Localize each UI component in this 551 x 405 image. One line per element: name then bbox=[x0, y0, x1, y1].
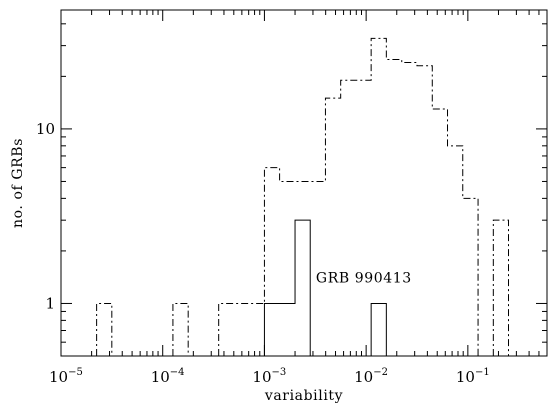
full-histogram-segment bbox=[218, 37, 479, 356]
full-histogram-segment bbox=[172, 302, 189, 356]
full-histogram-segment bbox=[492, 219, 509, 356]
x-tick-label-exponent: −3 bbox=[272, 367, 287, 378]
x-tick-label-base: 10 bbox=[354, 368, 373, 386]
axis-ticks bbox=[60, 10, 548, 357]
x-tick-label-base: 10 bbox=[456, 368, 475, 386]
x-tick-label-exponent: −2 bbox=[373, 367, 388, 378]
x-tick-label-base: 10 bbox=[252, 368, 271, 386]
y-tick-label: 10 bbox=[36, 120, 55, 138]
x-tick-labels: 10−5 10−4 10−3 10−2 10−1 bbox=[49, 367, 490, 386]
annotations: GRB 990413 bbox=[316, 270, 412, 286]
x-tick-label-base: 10 bbox=[49, 368, 68, 386]
y-axis-label: no. of GRBs bbox=[10, 138, 26, 228]
x-tick-label: 10−5 bbox=[49, 367, 83, 386]
subset-histogram-segment bbox=[370, 302, 387, 356]
histogram-series bbox=[96, 37, 509, 356]
x-tick-label: 10−1 bbox=[456, 367, 490, 386]
subset-histogram-segment bbox=[263, 219, 311, 356]
full-histogram-segment bbox=[96, 302, 113, 356]
annotation-label: GRB 990413 bbox=[316, 270, 412, 286]
y-tick-label: 1 bbox=[45, 294, 55, 312]
x-tick-label-exponent: −4 bbox=[170, 367, 185, 378]
y-tick-labels: 1 10 bbox=[36, 120, 55, 313]
x-tick-label-exponent: −5 bbox=[68, 367, 83, 378]
x-axis-label: variability bbox=[264, 388, 343, 404]
x-tick-label-exponent: −1 bbox=[475, 367, 490, 378]
x-tick-label: 10−3 bbox=[252, 367, 286, 386]
x-tick-label: 10−2 bbox=[354, 367, 388, 386]
x-tick-label-base: 10 bbox=[151, 368, 170, 386]
x-tick-label: 10−4 bbox=[151, 367, 185, 386]
plot-frame bbox=[60, 9, 548, 357]
